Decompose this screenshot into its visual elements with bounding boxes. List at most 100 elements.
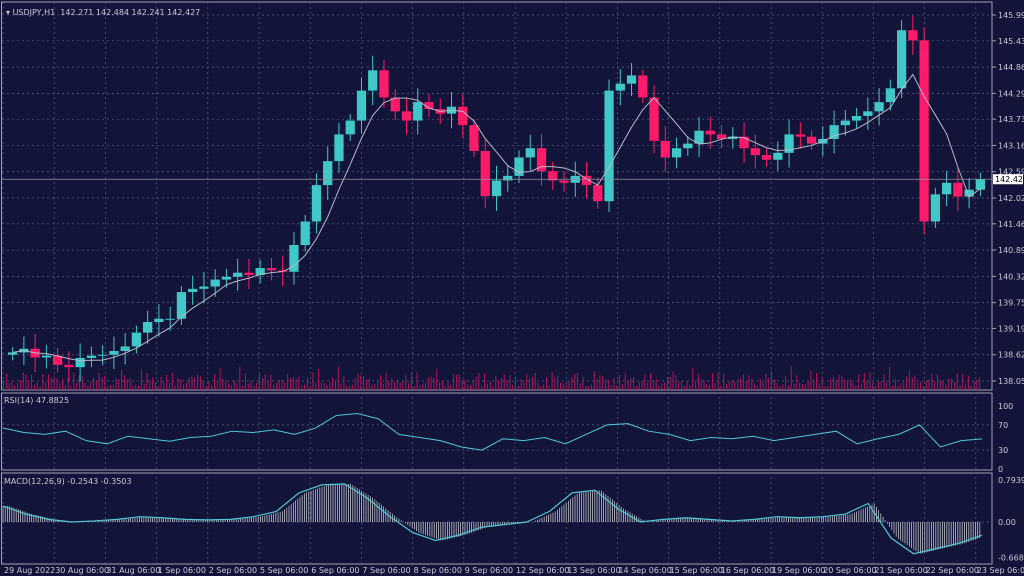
volume-bar: [464, 380, 466, 390]
volume-bar: [368, 379, 370, 390]
volume-bar: [236, 383, 238, 390]
volume-bar: [669, 376, 671, 390]
volume-bar: [973, 381, 975, 390]
volume-bar: [191, 376, 193, 390]
volume-bar: [306, 377, 308, 390]
volume-bar: [329, 381, 331, 390]
volume-bar: [382, 383, 384, 390]
volume-bar: [515, 377, 517, 390]
volume-bar: [95, 380, 97, 390]
volume-bar: [745, 380, 747, 390]
volume-bar: [202, 380, 204, 390]
volume-bar: [776, 383, 778, 390]
volume-bar: [830, 378, 832, 390]
volume-bar: [472, 379, 474, 390]
volume-bar: [813, 379, 815, 390]
volume-bar: [157, 385, 159, 390]
volume-bar: [180, 379, 182, 390]
volume-bar: [374, 384, 376, 390]
volume-bar: [641, 381, 643, 390]
volume-bar: [312, 372, 314, 390]
volume-bar: [619, 374, 621, 390]
volume-bar: [59, 382, 61, 390]
volume-bar: [45, 382, 47, 390]
volume-bar: [796, 375, 798, 390]
volume-bar: [205, 385, 207, 390]
candle-body: [41, 355, 52, 358]
volume-bar: [810, 370, 812, 390]
volume-bar: [304, 384, 306, 390]
volume-bar: [872, 383, 874, 390]
macd-label: MACD(12,26,9) -0.2543 -0.3503: [4, 477, 132, 486]
volume-bar: [804, 384, 806, 390]
candle-body: [739, 136, 749, 149]
macd-tick-label: -0.6681: [998, 553, 1024, 562]
volume-bar: [647, 382, 649, 390]
volume-bar: [326, 384, 328, 390]
volume-bar: [672, 371, 674, 390]
volume-bar: [607, 379, 609, 390]
volume-bar: [630, 377, 632, 390]
volume-bar: [219, 368, 221, 390]
x-tick-label: 14 Sep 06:00: [618, 566, 671, 575]
volume-bar: [309, 385, 311, 390]
x-tick-label: 15 Sep 06:00: [670, 566, 723, 575]
candle-body: [244, 272, 254, 275]
volume-bar: [31, 374, 33, 390]
volume-bar: [194, 377, 196, 390]
volume-bar: [81, 376, 83, 390]
ohlc-readout: 142.271 142.484 142.241 142.427: [60, 8, 201, 17]
volume-bar: [942, 380, 944, 390]
volume-bar: [177, 377, 179, 390]
volume-bar: [256, 382, 258, 390]
volume-bar: [270, 374, 272, 390]
volume-bar: [703, 380, 705, 390]
candle-body: [784, 134, 794, 153]
volume-bar: [84, 382, 86, 390]
volume-bar: [123, 375, 125, 390]
volume-bar: [807, 380, 809, 390]
rsi-label: RSI(14) 47.8825: [4, 396, 70, 405]
candle-body: [165, 318, 175, 320]
x-tick-label: 31 Aug 06:00: [106, 566, 160, 575]
volume-bar: [211, 384, 213, 390]
candle-body: [908, 30, 918, 41]
volume-bar: [545, 376, 547, 390]
volume-bar: [846, 379, 848, 390]
volume-bar: [301, 385, 303, 390]
volume-bar: [323, 383, 325, 390]
volume-bar: [664, 382, 666, 390]
volume-bar: [512, 384, 514, 390]
candle-body: [559, 180, 569, 183]
volume-bar: [816, 372, 818, 390]
candle-body: [604, 90, 614, 202]
candle-body: [491, 180, 502, 197]
volume-bar: [762, 382, 764, 390]
candle-body: [683, 143, 693, 149]
volume-bar: [500, 378, 502, 390]
volume-bar: [627, 381, 629, 390]
y-tick-label: 143.730: [998, 115, 1024, 124]
rsi-line: [2, 413, 983, 451]
volume-bar: [140, 369, 142, 390]
x-tick-label: 8 Sep 06:00: [414, 566, 462, 575]
candle-body: [199, 286, 209, 289]
volume-bar: [638, 381, 640, 390]
volume-bar: [835, 379, 837, 390]
volume-bar: [264, 374, 266, 390]
volume-bar: [962, 373, 964, 390]
volume-bar: [877, 381, 879, 390]
candle-body: [53, 355, 63, 365]
x-tick-label: 12 Sep 06:00: [516, 566, 569, 575]
rsi-tick-label: 70: [998, 421, 1008, 430]
candle-body: [503, 175, 513, 181]
volume-bar: [565, 384, 567, 390]
candle-body: [266, 268, 277, 271]
volume-bar: [655, 378, 657, 390]
volume-bar: [284, 382, 286, 390]
candle-body: [626, 75, 637, 84]
volume-bar: [824, 385, 826, 390]
volume-bar: [692, 367, 694, 390]
